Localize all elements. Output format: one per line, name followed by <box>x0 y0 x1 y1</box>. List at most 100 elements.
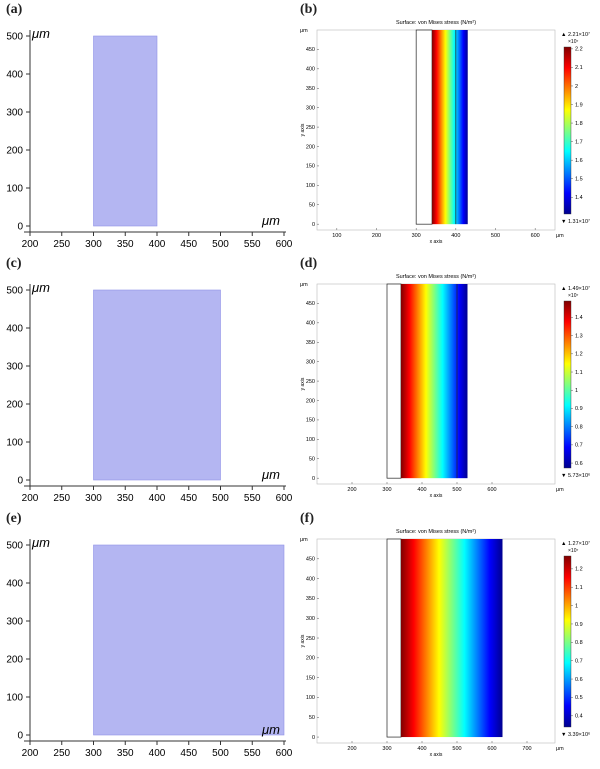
colorbar-tick-label: 0.7 <box>575 658 583 664</box>
colorbar-max-label: ▲ 1.49×10⁷ <box>561 285 590 292</box>
colorbar <box>563 555 572 728</box>
y-axis-label: y axis <box>300 634 306 647</box>
colorbar-tick-label: 2.1 <box>575 65 583 71</box>
colorbar-max-label: ▲ 2.21×10⁷ <box>561 31 590 38</box>
x-tick-label: 400 <box>417 746 426 752</box>
colorbar-tick-label: 0.9 <box>575 622 583 628</box>
y-tick-label: 300 <box>6 108 23 119</box>
panel-label-e: (e) <box>6 511 22 526</box>
panel-label-f: (f) <box>300 511 314 526</box>
domain-rectangle <box>93 35 158 227</box>
colorbar-tick-label: 1.5 <box>575 177 583 183</box>
x-tick-label: 200 <box>372 233 381 239</box>
y-tick-label: 450 <box>306 47 315 53</box>
x-tick-label: 300 <box>85 748 102 759</box>
colorbar-tick-label: 2 <box>575 84 578 90</box>
x-tick-label: 350 <box>117 493 134 504</box>
colorbar-tick-label: 1.4 <box>575 195 583 201</box>
y-tick-label: 200 <box>306 144 315 150</box>
chart-e-geometry: 0 100 200 300 400 500 200 250 300 350 400 450 500 550… <box>6 535 293 759</box>
x-tick-label: 300 <box>85 493 102 504</box>
colorbar-tick-label: 1 <box>575 603 578 609</box>
y-tick-label: 200 <box>6 146 23 157</box>
y-tick-label: 250 <box>306 636 315 642</box>
y-unit-label: μm <box>31 280 50 295</box>
y-axis-label: y axis <box>300 377 306 390</box>
colorbar-tick-label: 0.9 <box>575 406 583 412</box>
y-tick-label: 400 <box>306 321 315 327</box>
x-unit-label: μm <box>261 467 280 482</box>
colorbar-tick-label: 1.6 <box>575 158 583 164</box>
colorbar-tick-label: 1.2 <box>575 352 583 358</box>
x-tick-label: 600 <box>487 746 496 752</box>
x-tick-label: 450 <box>180 748 197 759</box>
domain-rectangle <box>93 544 285 736</box>
x-tick-label: 300 <box>412 233 421 239</box>
colorbar-max-label: ▲ 1.27×10⁷ <box>561 540 590 547</box>
y-tick-label: 200 <box>306 656 315 662</box>
x-tick-label: 250 <box>53 239 70 250</box>
y-tick-label: 0 <box>17 731 23 742</box>
x-tick-label: 400 <box>149 239 166 250</box>
colorbar-tick-label: 0.8 <box>575 424 583 430</box>
x-tick-label: 400 <box>149 748 166 759</box>
y-tick-label: 50 <box>309 715 315 721</box>
panel-label-d: (d) <box>300 256 318 271</box>
y-tick-label: 0 <box>312 222 315 228</box>
y-tick-label: 350 <box>306 596 315 602</box>
y-tick-label: 400 <box>306 67 315 73</box>
x-tick-label: 500 <box>452 487 461 493</box>
y-tick-label: 200 <box>306 398 315 404</box>
colorbar-tick-label: 1.1 <box>575 585 583 591</box>
colorbar-min-label: ▼ 3.39×10⁶ <box>561 731 590 738</box>
colorbar-tick-label: 1.7 <box>575 139 583 145</box>
x-tick-label: 200 <box>22 748 39 759</box>
colorbar-tick-label: 0.6 <box>575 677 583 683</box>
colorbar-tick-label: 0.6 <box>575 461 583 467</box>
x-tick-label: 450 <box>180 239 197 250</box>
colorbar <box>563 300 572 469</box>
y-tick-label: 0 <box>17 222 23 233</box>
y-tick-label: 250 <box>306 379 315 385</box>
y-tick-label: 300 <box>306 105 315 111</box>
colorbar-exponent: ×10⁷ <box>568 548 578 554</box>
x-unit-label: μm <box>556 233 564 239</box>
x-tick-label: 400 <box>149 493 166 504</box>
x-tick-label: 600 <box>276 748 293 759</box>
y-tick-label: 450 <box>306 301 315 307</box>
chart-title: Surface: von Mises stress (N/m²) <box>396 20 476 26</box>
x-tick-label: 200 <box>22 239 39 250</box>
y-tick-label: 500 <box>6 541 23 552</box>
domain-rectangle <box>93 289 221 481</box>
colorbar-tick-label: 2.2 <box>575 47 583 53</box>
y-tick-label: 50 <box>309 457 315 463</box>
x-tick-label: 100 <box>332 233 341 239</box>
stress-field <box>401 539 503 738</box>
x-tick-label: 500 <box>452 746 461 752</box>
y-tick-label: 500 <box>6 286 23 297</box>
colorbar-min-label: ▼ 1.31×10⁷ <box>561 218 590 225</box>
x-axis-label: x axis <box>430 493 443 499</box>
y-tick-label: 150 <box>306 164 315 170</box>
y-tick-label: 150 <box>306 418 315 424</box>
undeformed-outline <box>386 538 402 738</box>
x-tick-label: 500 <box>212 748 229 759</box>
y-tick-label: 300 <box>306 359 315 365</box>
y-tick-label: 100 <box>6 693 23 704</box>
y-tick-label: 100 <box>306 183 315 189</box>
x-tick-label: 600 <box>487 487 496 493</box>
colorbar-tick-label: 0.5 <box>575 695 583 701</box>
x-tick-label: 300 <box>85 239 102 250</box>
colorbar-exponent: ×10⁷ <box>568 293 578 299</box>
x-tick-label: 400 <box>451 233 460 239</box>
colorbar-tick-label: 1.3 <box>575 333 583 339</box>
y-tick-label: 0 <box>17 476 23 487</box>
x-tick-label: 600 <box>531 233 540 239</box>
y-tick-label: 200 <box>6 400 23 411</box>
x-axis-label: x axis <box>430 752 443 758</box>
undeformed-outline <box>386 283 402 479</box>
y-unit-label: μm <box>300 282 308 288</box>
stress-field <box>432 30 468 225</box>
colorbar-tick-label: 1.1 <box>575 370 583 376</box>
colorbar-tick-label: 1.2 <box>575 567 583 573</box>
